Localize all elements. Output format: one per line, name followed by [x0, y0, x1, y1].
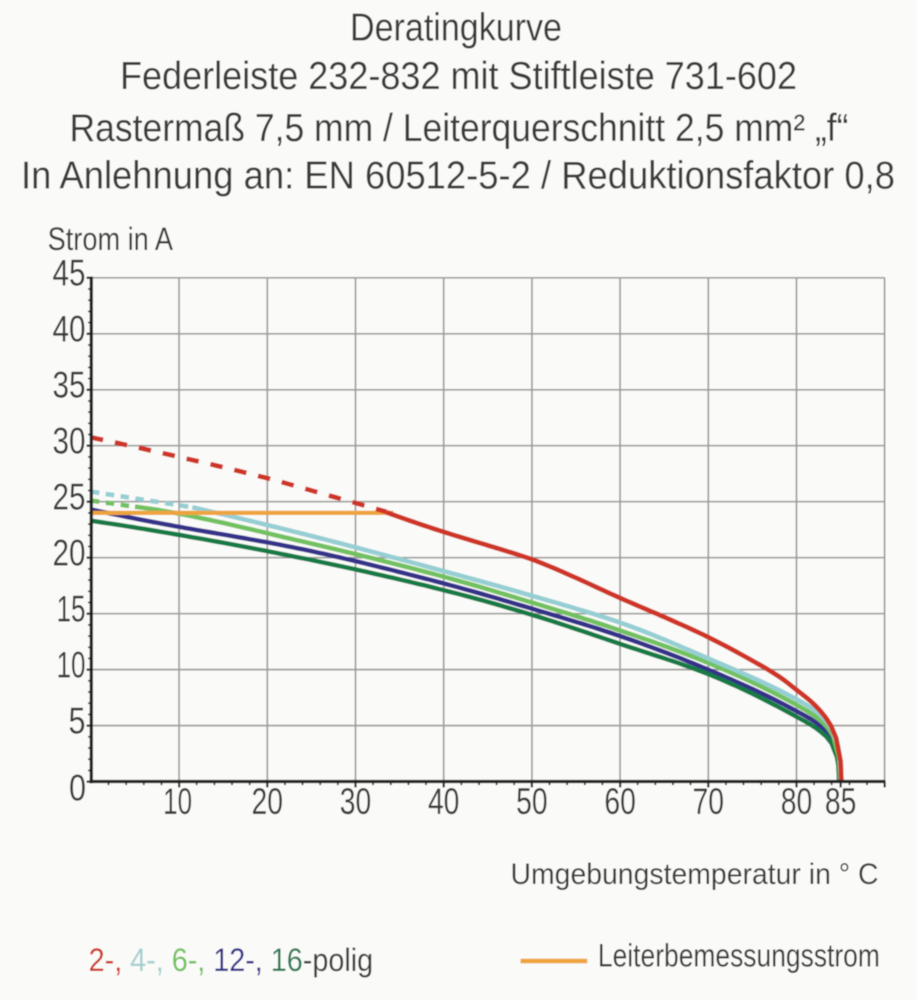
svg-text:80: 80: [781, 781, 813, 822]
svg-text:85: 85: [825, 781, 857, 822]
svg-text:In Anlehnung an: EN 60512-5-2: In Anlehnung an: EN 60512-5-2 / Reduktio…: [21, 155, 895, 198]
svg-text:Umgebungstemperatur in ° C: Umgebungstemperatur in ° C: [511, 858, 879, 891]
svg-text:10: 10: [163, 781, 192, 822]
svg-text:30: 30: [340, 781, 372, 822]
svg-text:35: 35: [53, 365, 86, 406]
svg-text:4-,: 4-,: [130, 942, 164, 978]
svg-text:70: 70: [693, 781, 725, 822]
svg-text:50: 50: [516, 781, 548, 822]
svg-text:40: 40: [428, 781, 460, 822]
svg-text:30: 30: [53, 420, 86, 461]
svg-text:15: 15: [57, 588, 86, 629]
svg-text:20: 20: [53, 532, 86, 573]
svg-text:25: 25: [53, 476, 86, 517]
svg-text:45: 45: [53, 253, 86, 294]
svg-text:16: 16: [271, 942, 303, 978]
svg-text:Rastermaß 7,5 mm / Leiterquers: Rastermaß 7,5 mm / Leiterquerschnitt 2,5…: [70, 107, 849, 150]
svg-text:12-,: 12-,: [213, 942, 263, 978]
svg-text:-polig: -polig: [303, 942, 373, 978]
svg-text:Deratingkurve: Deratingkurve: [350, 6, 562, 49]
svg-text:Strom in A: Strom in A: [48, 221, 174, 257]
svg-text:0: 0: [69, 767, 86, 808]
svg-text:Leiterbemessungsstrom: Leiterbemessungsstrom: [598, 938, 880, 974]
svg-text:Federleiste 232-832 mit Stiftl: Federleiste 232-832 mit Stiftleiste 731-…: [120, 55, 797, 98]
svg-text:10: 10: [57, 644, 86, 685]
svg-text:60: 60: [604, 781, 636, 822]
svg-text:2-,: 2-,: [89, 942, 123, 978]
svg-text:40: 40: [53, 309, 86, 350]
svg-text:6-,: 6-,: [172, 942, 206, 978]
svg-text:20: 20: [252, 781, 284, 822]
svg-text:5: 5: [69, 700, 86, 741]
